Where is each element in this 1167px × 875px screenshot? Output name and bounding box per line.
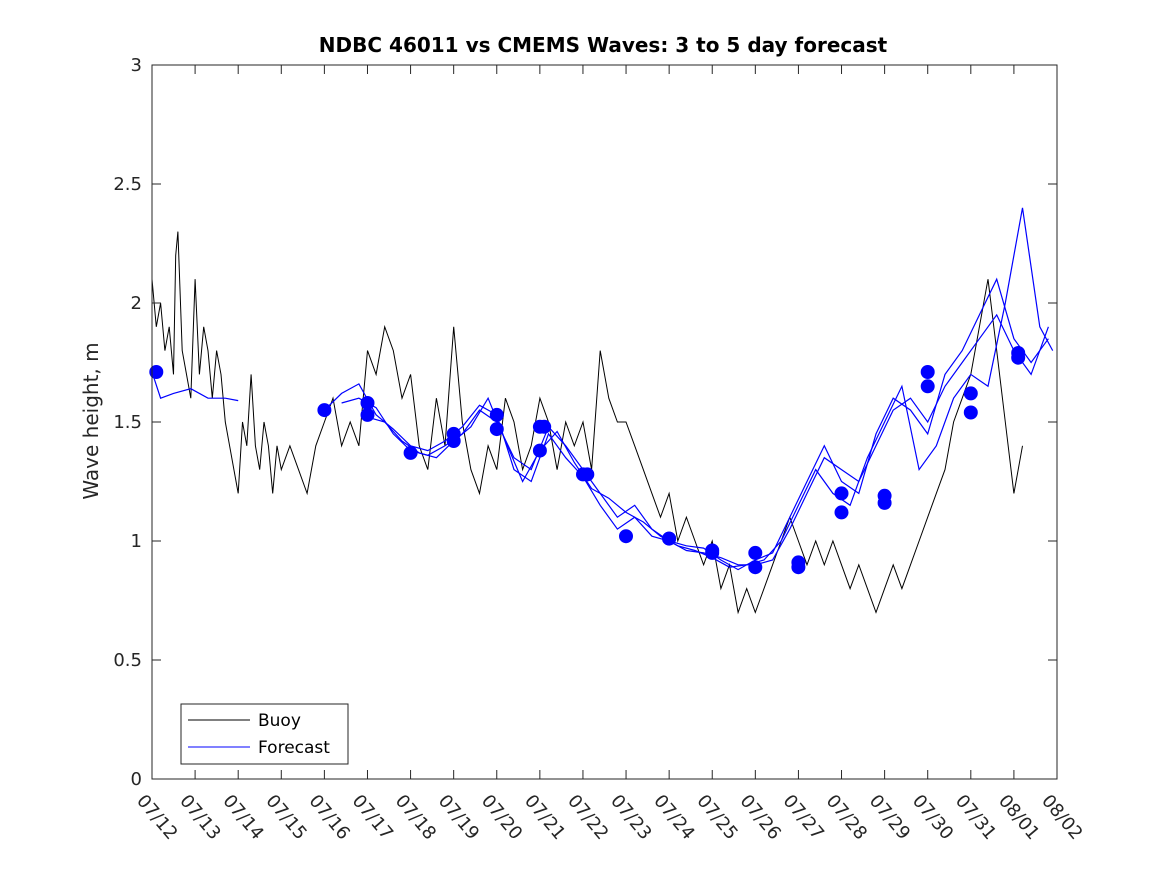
x-tick-label: 07/26 [736, 791, 785, 844]
forecast-marker [834, 486, 849, 501]
forecast-marker [748, 560, 763, 575]
x-tick-label: 07/24 [649, 791, 698, 844]
x-tick-label: 07/14 [218, 791, 267, 844]
x-tick-label: 07/29 [865, 791, 914, 844]
forecast-marker [877, 488, 892, 503]
y-tick-label: 0.5 [113, 650, 142, 671]
forecast-marker [149, 365, 164, 379]
x-tick-label: 07/19 [434, 791, 483, 844]
y-axis-label: Wave height, m [79, 342, 103, 499]
x-tick-label: 07/30 [908, 791, 957, 844]
plot-area [149, 207, 1054, 615]
forecast-marker [403, 445, 418, 460]
x-tick-label: 07/31 [951, 791, 1000, 844]
forecast-marker [360, 396, 375, 410]
x-tick-label: 07/17 [348, 791, 397, 844]
forecast-series-line-0 [151, 371, 239, 402]
forecast-marker [920, 365, 935, 379]
x-tick-label: 08/02 [1037, 791, 1086, 844]
legend: Buoy Forecast [180, 703, 349, 765]
forecast-marker [532, 443, 547, 458]
axes-box [151, 64, 1058, 780]
x-tick-label: 07/15 [261, 791, 310, 844]
legend-buoy-label: Buoy [258, 711, 301, 731]
forecast-series-line-2 [341, 277, 1049, 571]
forecast-series-line-1 [323, 313, 1049, 566]
forecast-marker [317, 403, 332, 418]
x-tick-label: 08/01 [994, 791, 1043, 844]
x-tick-label: 07/23 [606, 791, 655, 844]
x-tick-label: 07/28 [822, 791, 871, 844]
x-tick-label: 07/13 [175, 791, 224, 844]
forecast-marker [791, 560, 806, 575]
forecast-marker [920, 379, 935, 394]
y-tick-label: 2.5 [113, 174, 142, 195]
x-tick-label: 07/18 [391, 791, 440, 844]
x-tick-label: 07/22 [563, 791, 612, 844]
forecast-marker [963, 386, 978, 401]
forecast-marker [537, 419, 552, 434]
x-tick-label: 07/25 [692, 791, 741, 844]
x-tick-label: 07/27 [779, 791, 828, 844]
chart-title: NDBC 46011 vs CMEMS Waves: 3 to 5 day fo… [319, 33, 888, 57]
forecast-marker [580, 467, 595, 482]
y-tick-label: 2 [131, 293, 142, 314]
forecast-marker [963, 405, 978, 420]
forecast-marker [834, 505, 849, 520]
forecast-marker [489, 407, 504, 422]
x-tick-label: 07/21 [520, 791, 569, 844]
y-tick-label: 0 [131, 769, 142, 790]
forecast-marker [662, 531, 677, 546]
x-tick-label: 07/20 [477, 791, 526, 844]
y-tick-label: 1 [131, 531, 142, 552]
forecast-series-line-3 [367, 207, 1054, 568]
forecast-marker [748, 545, 763, 560]
x-tick-label: 07/12 [132, 791, 181, 844]
legend-box [180, 703, 349, 765]
forecast-marker [619, 529, 633, 544]
buoy-series-line [151, 231, 1023, 615]
forecast-marker [360, 407, 375, 422]
y-tick-label: 3 [131, 55, 142, 76]
forecast-marker [1011, 350, 1026, 365]
forecast-marker [446, 434, 461, 448]
forecast-marker [489, 422, 504, 437]
legend-forecast-label: Forecast [258, 738, 330, 758]
x-tick-label: 07/16 [305, 791, 354, 844]
forecast-marker [705, 545, 720, 560]
y-tick-label: 1.5 [113, 412, 142, 433]
